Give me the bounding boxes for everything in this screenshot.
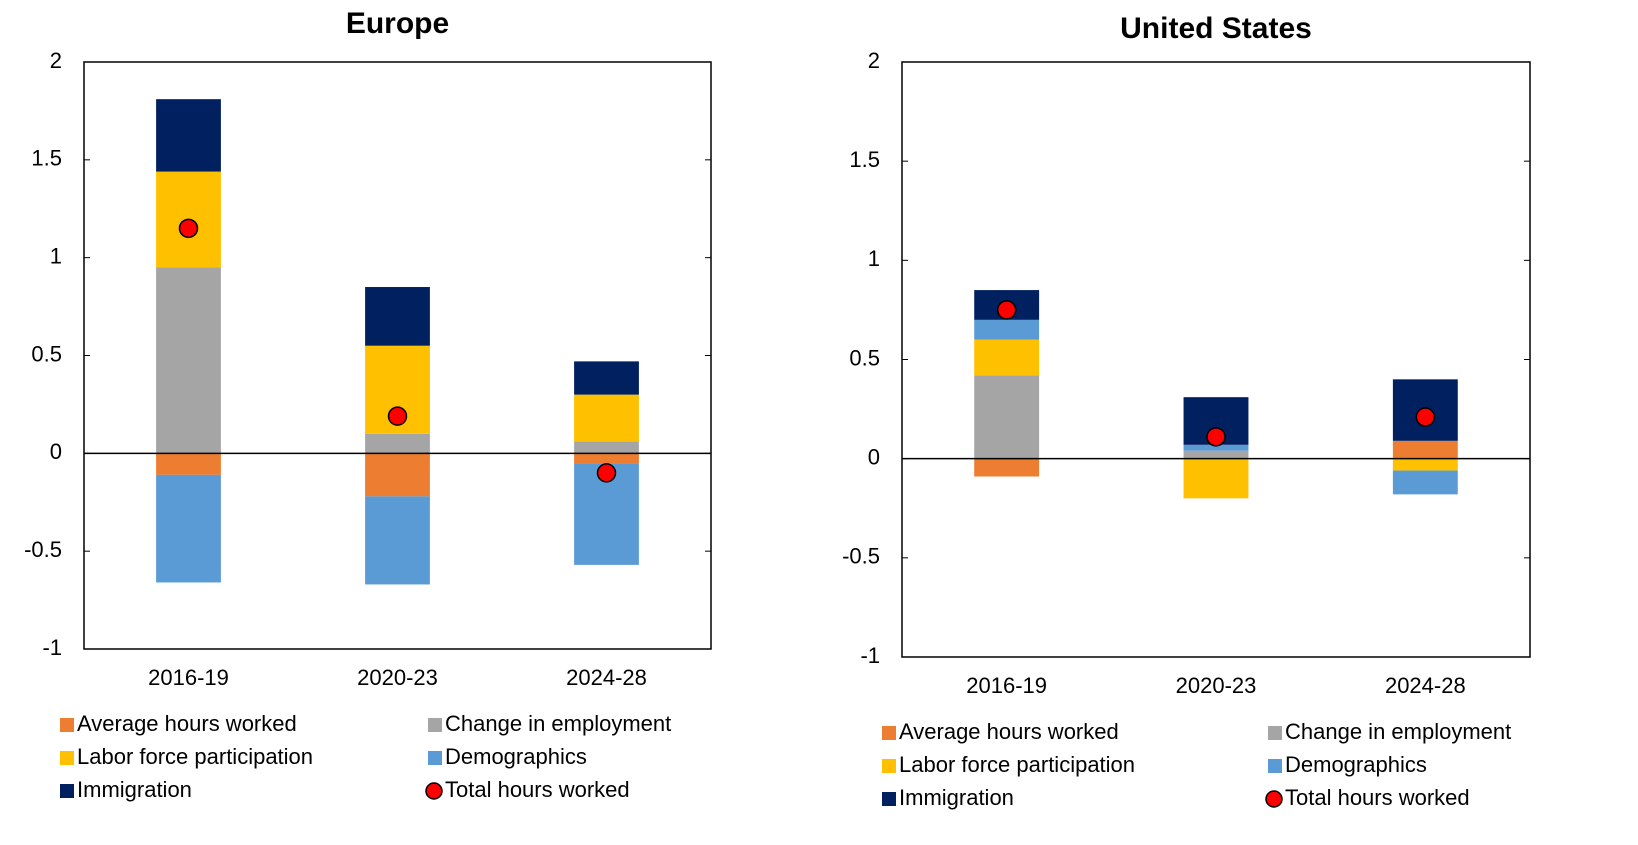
bar-segment bbox=[574, 361, 639, 395]
bar-segment bbox=[156, 474, 221, 583]
bar-segment bbox=[1183, 444, 1249, 451]
bar-segment bbox=[156, 267, 221, 454]
bar-segment bbox=[156, 99, 221, 172]
x-tick-label: 2024-28 bbox=[1385, 673, 1466, 698]
bar-segment bbox=[574, 394, 639, 442]
legend-swatch bbox=[1268, 726, 1282, 740]
legend-swatch bbox=[428, 751, 442, 765]
legend-label: Labor force participation bbox=[77, 744, 313, 769]
legend-label: Immigration bbox=[899, 785, 1014, 810]
y-tick-label: 0.5 bbox=[849, 345, 880, 370]
y-tick-label: 2 bbox=[50, 48, 62, 73]
y-tick-label: 0 bbox=[50, 439, 62, 464]
y-tick-label: 1.5 bbox=[31, 146, 62, 171]
total-dot bbox=[178, 218, 199, 239]
plot-frame bbox=[901, 61, 1531, 658]
bar-segment bbox=[974, 458, 1040, 477]
y-tick-label: 2 bbox=[868, 48, 880, 73]
legend-swatch bbox=[428, 718, 442, 732]
bar-segment bbox=[365, 433, 430, 454]
legend-label: Total hours worked bbox=[445, 777, 630, 802]
x-tick-label: 2020-23 bbox=[1176, 673, 1257, 698]
bar-segment bbox=[974, 319, 1040, 340]
y-tick-label: -1 bbox=[860, 643, 880, 668]
bar-segment bbox=[574, 441, 639, 454]
legend-label: Average hours worked bbox=[899, 719, 1119, 744]
y-tick-label: 0 bbox=[868, 444, 880, 469]
bar-segment bbox=[974, 375, 1040, 459]
legend-label: Change in employment bbox=[1285, 719, 1511, 744]
chart-title: Europe bbox=[346, 7, 449, 40]
y-tick-label: 0.5 bbox=[31, 341, 62, 366]
legend-swatch bbox=[882, 726, 896, 740]
bar-segment bbox=[365, 453, 430, 497]
legend-label: Demographics bbox=[1285, 752, 1427, 777]
total-dot bbox=[1206, 427, 1226, 447]
plot-frame bbox=[83, 61, 712, 650]
y-tick-label: -1 bbox=[42, 635, 62, 660]
bar-segment bbox=[1183, 458, 1249, 499]
x-tick-label: 2020-23 bbox=[357, 665, 438, 690]
legend-label: Immigration bbox=[77, 777, 192, 802]
y-tick-label: -0.5 bbox=[842, 544, 880, 569]
y-tick-label: 1 bbox=[50, 243, 62, 268]
legend-swatch bbox=[882, 759, 896, 773]
legend-marker bbox=[425, 782, 443, 800]
bar-segment bbox=[156, 453, 221, 475]
y-tick-label: 1 bbox=[868, 246, 880, 271]
x-tick-label: 2016-19 bbox=[966, 673, 1047, 698]
legend-swatch bbox=[60, 718, 74, 732]
bar-segment bbox=[1183, 450, 1249, 459]
bar-segment bbox=[1392, 470, 1458, 495]
chart-title: United States bbox=[1120, 12, 1312, 45]
bar-segment bbox=[365, 287, 430, 346]
x-tick-label: 2024-28 bbox=[566, 665, 647, 690]
legend-swatch bbox=[60, 751, 74, 765]
bar-segment bbox=[1392, 440, 1458, 459]
legend-swatch bbox=[1268, 759, 1282, 773]
bar-segment bbox=[365, 496, 430, 585]
total-dot bbox=[596, 463, 617, 483]
bar-segment bbox=[574, 453, 639, 464]
legend-label: Total hours worked bbox=[1285, 785, 1470, 810]
legend-swatch bbox=[882, 792, 896, 806]
legend-label: Change in employment bbox=[445, 711, 671, 736]
legend-swatch bbox=[60, 784, 74, 798]
legend-label: Demographics bbox=[445, 744, 587, 769]
total-dot bbox=[996, 300, 1017, 320]
x-tick-label: 2016-19 bbox=[148, 665, 229, 690]
y-tick-label: -0.5 bbox=[24, 537, 62, 562]
total-dot bbox=[1415, 407, 1436, 427]
total-dot bbox=[387, 406, 408, 426]
legend-label: Labor force participation bbox=[899, 752, 1135, 777]
legend-label: Average hours worked bbox=[77, 711, 297, 736]
bar-segment bbox=[1392, 458, 1458, 471]
bar-segment bbox=[974, 339, 1040, 376]
legend-marker bbox=[1265, 790, 1283, 808]
y-tick-label: 1.5 bbox=[849, 147, 880, 172]
